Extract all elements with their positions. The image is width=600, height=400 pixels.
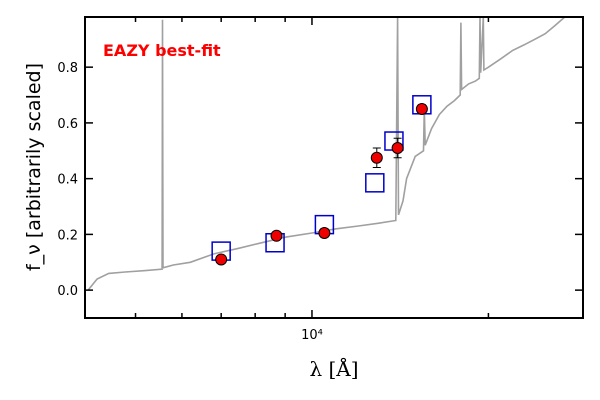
y-tick-label-2: 0.4 [57,173,78,188]
plot-area [87,17,566,291]
sed-model-line [87,17,566,291]
y-axis-title: f_ν [arbitrarily scaled] [23,63,45,271]
model-photometry-square-3 [365,173,385,193]
plot-frame [84,16,584,319]
annotation-text: EAZY best-fit [103,41,221,60]
observed-photometry-point-3 [370,151,383,164]
y-tick-label-3: 0.6 [57,117,78,132]
y-tick-label-1: 0.2 [57,228,78,243]
observed-photometry-point-5 [415,102,428,115]
observed-photometry-point-2 [318,226,331,239]
observed-photometry-point-4 [391,141,404,154]
y-tick-label-0: 0.0 [57,284,78,299]
axis-ticks: 0.0 0.2 0.4 0.6 0.8 10⁴ [57,17,583,343]
y-tick-label-4: 0.8 [57,61,78,76]
observed-photometry-point-0 [215,253,228,266]
x-axis-title: λ [Å] [309,356,358,381]
x-tick-label-0: 10⁴ [301,328,323,343]
observed-photometry-point-1 [270,229,283,242]
